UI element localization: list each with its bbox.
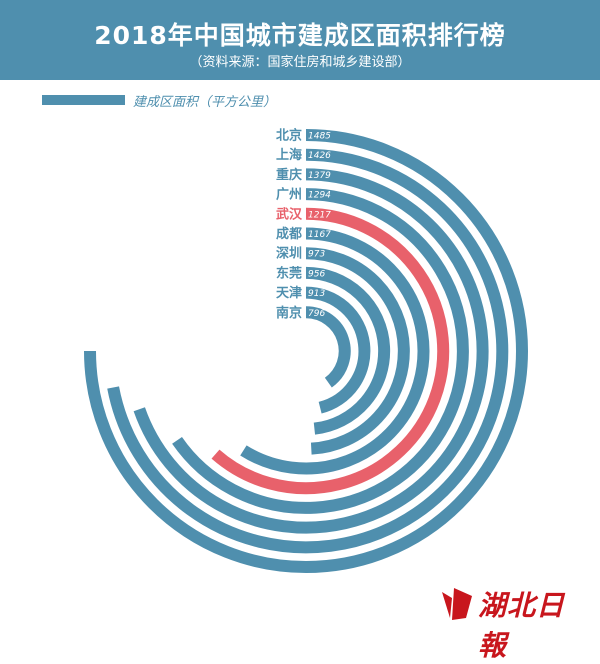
bar-北京 [84, 129, 528, 573]
radial-bar-chart: 北京 1485 上海 1426 重庆 1379 广州 1294 武汉 1217 成都 1167 深圳 97… [84, 128, 528, 573]
value-label-重庆: 1379 [308, 171, 331, 181]
legend-label: 建成区面积（平方公里） [133, 95, 277, 110]
category-label-南京: 南京 [276, 305, 302, 321]
logo-mark-icon [442, 588, 472, 620]
value-label-上海: 1426 [308, 151, 331, 161]
legend-swatch [42, 95, 125, 105]
bar-南京 [305, 306, 351, 388]
value-label-东莞: 956 [308, 269, 325, 279]
page-subtitle: （资料来源：国家住房和城乡建设部） [189, 55, 411, 70]
category-label-天津: 天津 [276, 285, 302, 301]
hubei-daily-logo: 湖北日報 [440, 580, 590, 662]
logo-text: 湖北日報 [478, 589, 566, 662]
value-label-武汉: 1217 [308, 210, 331, 220]
bar-重庆 [133, 168, 489, 534]
value-label-成都: 1167 [308, 230, 331, 240]
bar-上海 [107, 148, 509, 554]
category-label-东莞: 东莞 [276, 265, 302, 281]
bar-成都 [240, 227, 430, 475]
category-label-武汉: 武汉 [276, 206, 303, 222]
category-label-深圳: 深圳 [276, 246, 302, 262]
header-banner: 2018年中国城市建成区面积排行榜 （资料来源：国家住房和城乡建设部） [0, 0, 600, 80]
category-label-广州: 广州 [276, 187, 302, 203]
category-label-成都: 成都 [276, 226, 302, 242]
bar-广州 [172, 188, 469, 514]
bar-武汉 [211, 207, 450, 495]
bar-东莞 [305, 266, 391, 435]
category-label-上海: 上海 [276, 147, 302, 163]
value-label-广州: 1294 [308, 191, 331, 201]
category-label-重庆: 重庆 [276, 167, 302, 183]
category-label-北京: 北京 [276, 128, 302, 144]
value-label-南京: 796 [308, 309, 325, 319]
value-label-天津: 913 [308, 289, 325, 299]
page-title: 2018年中国城市建成区面积排行榜 [94, 21, 506, 50]
bar-天津 [305, 286, 371, 414]
value-label-深圳: 973 [308, 250, 325, 260]
value-label-北京: 1485 [308, 132, 331, 142]
bar-深圳 [305, 247, 410, 455]
